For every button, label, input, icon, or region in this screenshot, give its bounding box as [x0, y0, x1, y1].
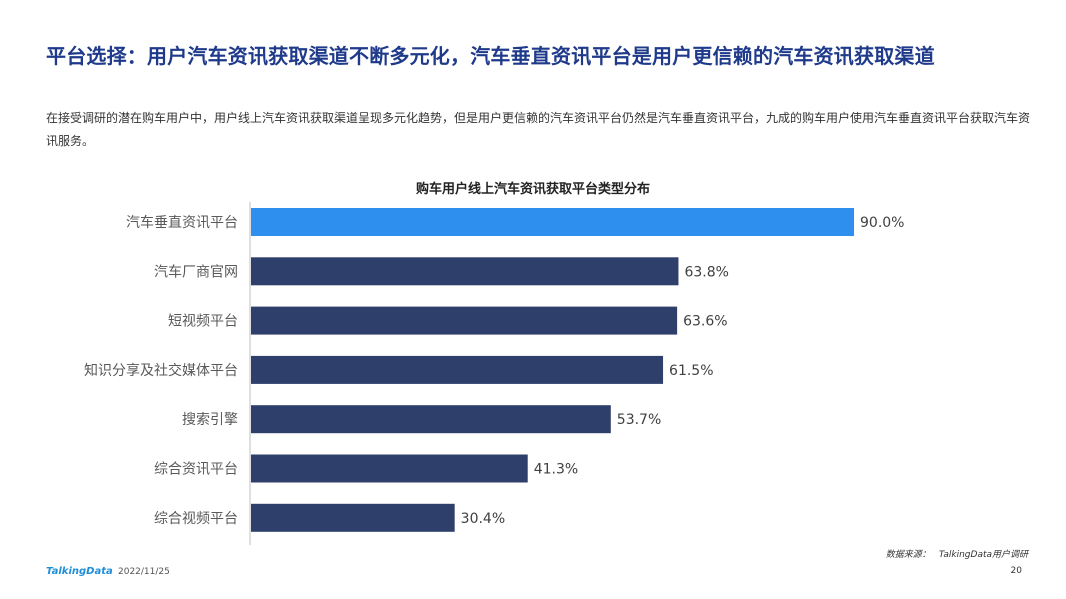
page-title: 平台选择：用户汽车资讯获取渠道不断多元化，汽车垂直资讯平台是用户更信赖的汽车资讯… [46, 44, 935, 68]
value-label: 63.6% [683, 314, 727, 330]
category-label: 汽车厂商官网 [154, 263, 238, 280]
bar [251, 454, 528, 483]
source-label: 数据来源： [885, 550, 931, 560]
value-label: 90.0% [860, 215, 904, 231]
intro-paragraph: 在接受调研的潜在购车用户中，用户线上汽车资讯获取渠道呈现多元化趋势，但是用户更信… [46, 111, 1031, 148]
page-number: 20 [1010, 566, 1022, 576]
category-label: 综合资讯平台 [154, 462, 238, 478]
value-label: 41.3% [534, 462, 578, 478]
bar [251, 405, 611, 434]
chart-title: 购车用户线上汽车资讯获取平台类型分布 [415, 182, 650, 197]
category-label: 短视频平台 [168, 314, 238, 330]
bar [251, 208, 854, 236]
category-label: 知识分享及社交媒体平台 [84, 362, 238, 379]
data-source: 数据来源： TalkingData用户调研 [878, 547, 1028, 560]
value-label: 61.5% [669, 363, 713, 379]
value-label: 30.4% [461, 511, 505, 527]
bar [251, 355, 664, 384]
source-value: TalkingData用户调研 [938, 550, 1028, 560]
report-date: 2022/11/25 [118, 567, 170, 577]
bar [251, 257, 679, 286]
bar [251, 503, 455, 532]
bar [251, 306, 678, 335]
category-label: 汽车垂直资讯平台 [126, 214, 238, 231]
brand-logo: TalkingData [46, 566, 113, 577]
value-label: 53.7% [617, 412, 661, 428]
value-label: 63.8% [684, 264, 728, 280]
category-label: 搜索引擎 [182, 411, 238, 428]
category-label: 综合视频平台 [154, 511, 238, 527]
